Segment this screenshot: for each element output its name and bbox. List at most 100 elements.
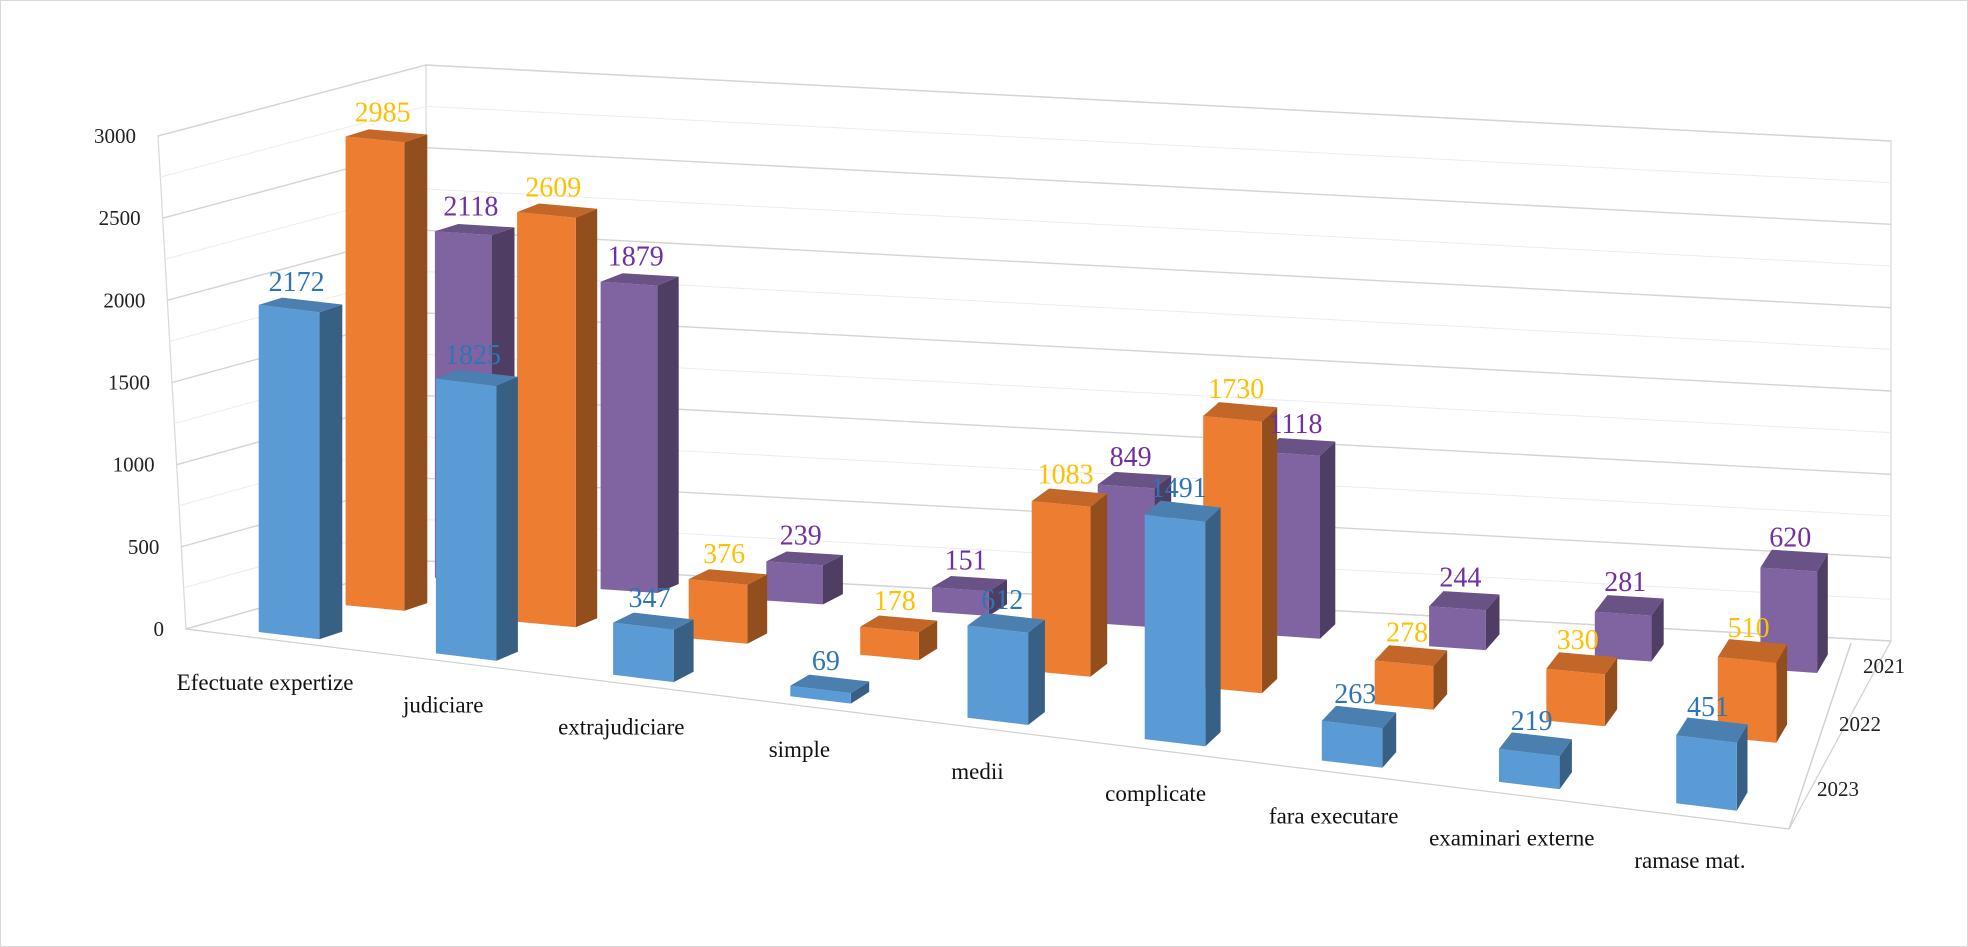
bar-side <box>988 579 1007 616</box>
bar-2022-0 <box>345 129 428 611</box>
bar-side <box>319 304 343 640</box>
bar-top <box>345 129 428 143</box>
category-label-6: fara executare <box>1269 803 1399 828</box>
data-label-2023-8: 451 <box>1687 692 1729 723</box>
data-label-2022-4: 1083 <box>1038 460 1094 491</box>
data-label-2023-1: 1825 <box>445 340 501 371</box>
bar-top <box>1499 732 1572 757</box>
data-label-2022-7: 330 <box>1557 625 1599 656</box>
bar-2023-1 <box>435 370 518 661</box>
bar-top <box>1429 591 1500 611</box>
bar-side <box>1261 407 1278 694</box>
bar-side <box>747 574 768 644</box>
bar-side <box>673 619 694 683</box>
data-label-2021-7: 281 <box>1604 567 1646 598</box>
y-tick-label: 2500 <box>99 206 141 230</box>
bar-front <box>1031 501 1091 677</box>
data-label-2021-0: 2118 <box>443 191 498 222</box>
depth-axis: 2021 2022 2023 <box>1788 642 1905 830</box>
bar-front <box>1263 451 1320 639</box>
bar-front <box>517 212 576 628</box>
bar-top <box>435 370 518 386</box>
bar-2023-0 <box>258 297 343 640</box>
y-tick-label: 2000 <box>103 288 145 312</box>
category-label-0: Efectuate expertize <box>177 670 354 695</box>
bar-2022-8 <box>1717 639 1788 743</box>
category-label-3: simple <box>769 737 830 762</box>
bar-2023-6 <box>1321 705 1397 768</box>
bar-side <box>1736 724 1748 811</box>
category-label-8: ramase mat. <box>1634 848 1745 873</box>
data-label-2023-0: 2172 <box>269 267 325 298</box>
data-label-2022-8: 510 <box>1728 613 1770 644</box>
bar-side <box>575 208 598 628</box>
data-label-2023-3: 69 <box>812 646 840 677</box>
bar-top <box>1203 402 1278 422</box>
data-label-2021-4: 849 <box>1110 442 1152 473</box>
bar-top <box>1676 717 1748 743</box>
bar-front <box>1717 657 1777 743</box>
y-tick-label: 1000 <box>113 453 155 477</box>
bar-front <box>1321 720 1383 768</box>
bar-front <box>1594 611 1652 662</box>
bar-front <box>1546 668 1605 727</box>
bar-top <box>258 297 343 313</box>
bar-2022-2 <box>688 569 768 644</box>
bar-side <box>1485 594 1500 651</box>
bar-front <box>1144 514 1206 747</box>
bar-top <box>688 569 768 585</box>
bar-side <box>496 376 518 661</box>
bar-top <box>860 615 938 633</box>
data-label-2021-6: 244 <box>1439 563 1481 594</box>
bar-front <box>790 685 851 704</box>
bar-front <box>1676 735 1737 811</box>
bar-2021-3 <box>932 576 1007 616</box>
bar-side <box>1651 598 1664 662</box>
bar-front <box>1429 606 1486 651</box>
bar-top <box>1594 595 1664 616</box>
bar-2022-7 <box>1546 652 1618 727</box>
category-label-1: judiciare <box>402 692 483 717</box>
bar-top <box>1144 500 1221 522</box>
bar-2021-6 <box>1429 591 1500 651</box>
bar-side <box>404 134 428 611</box>
data-label-2023-6: 263 <box>1334 679 1376 710</box>
data-labels: 2118 1879 239 151 849 1118 244 281 620 2985 2609 37… <box>269 98 1812 738</box>
gridline <box>160 105 1892 184</box>
bar-2023-3 <box>790 674 870 704</box>
bar-2023-8 <box>1676 717 1748 811</box>
bar-side <box>1090 493 1108 677</box>
bar-front <box>258 304 320 640</box>
bar-top <box>1717 639 1788 663</box>
data-label-2023-5: 1491 <box>1151 473 1207 504</box>
bar-top <box>613 612 694 630</box>
bar-side <box>850 681 870 704</box>
y-tick-label: 1500 <box>108 371 150 395</box>
category-label-5: complicate <box>1105 781 1206 806</box>
bar-front <box>688 579 748 644</box>
bar-top <box>517 203 598 218</box>
data-label-2021-2: 239 <box>780 520 822 551</box>
bar-top <box>1321 705 1397 729</box>
bar-top <box>1374 645 1448 667</box>
depth-axis-line <box>1788 642 1852 830</box>
depth-label-2023: 2023 <box>1817 777 1859 801</box>
bar-2022-4 <box>1031 488 1108 677</box>
data-label-2022-2: 376 <box>703 539 745 570</box>
bar-top <box>932 576 1007 592</box>
data-label-2023-4: 612 <box>981 585 1023 616</box>
bar-front <box>766 561 823 605</box>
data-label-2021-8: 620 <box>1769 523 1811 554</box>
bar-2023-7 <box>1499 732 1572 790</box>
data-label-2022-1: 2609 <box>525 173 581 204</box>
bar-top <box>1760 549 1828 572</box>
data-label-2021-3: 151 <box>945 546 987 577</box>
bar-front <box>1499 748 1560 790</box>
bar-front <box>613 622 674 683</box>
category-label-7: examinari externe <box>1429 826 1594 851</box>
bar-side <box>1817 553 1828 673</box>
category-label-4: medii <box>951 759 1003 784</box>
bar-side <box>1604 657 1618 727</box>
bar-2023-5 <box>1144 500 1221 747</box>
